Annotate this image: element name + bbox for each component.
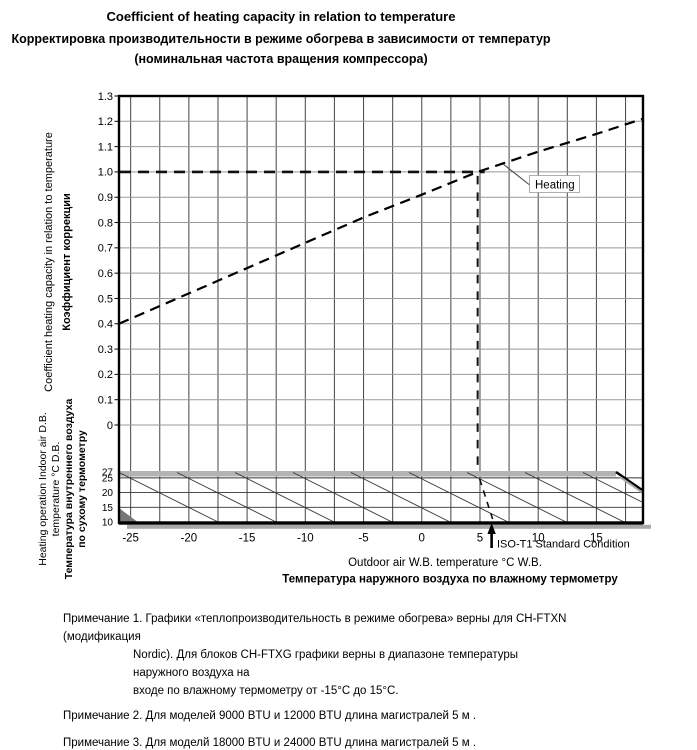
x-tick-label: -20	[181, 533, 198, 545]
y-tick-label: 0.8	[98, 217, 113, 229]
x-tick-label: 10	[532, 533, 545, 545]
band-hatch-line	[524, 472, 626, 523]
band-axis-label-line1: Heating operation Indoor air D.B.	[37, 412, 49, 566]
heating-curve	[118, 117, 644, 325]
tick-labels-layer: 1.3 1.2 1.1 1.0 0.9 0.8 0.7 0.6 0.5 0.4 0.3 0.2 0.1 0…	[98, 91, 603, 545]
iso-t1-arrow-head	[487, 523, 496, 534]
x-axis-label-ru: Температура наружного воздуха по влажном…	[282, 574, 618, 586]
x-tick-label: 0	[419, 533, 425, 545]
x-axis-label-en: Outdoor air W.B. temperature °C W.B.	[348, 557, 542, 569]
band-axis-label-line2: temperature °C D.B.	[50, 442, 62, 537]
y-tick-label: 0	[107, 420, 113, 432]
x-tick-label: 15	[590, 533, 603, 545]
plot-border-layer	[117, 94, 645, 525]
heating-callout: Heating	[502, 163, 580, 193]
iso-t1-arrow-stem	[490, 532, 493, 548]
band-tick-label: 15	[102, 503, 114, 514]
note-1-line-2: Nordic). Для блоков CH-FTXG графики верн…	[133, 649, 519, 679]
band-hatch-line	[582, 472, 643, 503]
band-right-bevel-shadow	[619, 476, 644, 494]
band-hatch-line	[176, 472, 278, 523]
band-tick-label: 20	[102, 488, 114, 499]
band-bottom-shadow	[127, 524, 651, 529]
y-tick-label: 1.1	[98, 141, 113, 153]
chart-subtitle-note: (номинальная частота вращения компрессор…	[134, 52, 428, 66]
note-1-line-1: Примечание 1. Графики «теплопроизводител…	[63, 613, 567, 643]
title-block: Coefficient of heating capacity in relat…	[0, 9, 562, 67]
x-tick-label: -5	[358, 533, 368, 545]
band-tick-label: 25	[102, 473, 114, 484]
band-axis-label-line3: Температура внутреннего воздуха	[63, 399, 75, 580]
heating-callout-leader	[502, 163, 532, 187]
y-tick-label: 0.9	[98, 192, 113, 204]
band-hatch-line	[292, 472, 394, 523]
note-2: Примечание 2. Для моделей 9000 BTU и 120…	[63, 710, 477, 722]
y-tick-label: 0.2	[98, 369, 113, 381]
indoor-temp-band-layer	[118, 470, 651, 529]
grid-layer	[119, 96, 643, 522]
y-tick-label: 1.2	[98, 116, 113, 128]
y-tick-label: 0.6	[98, 268, 113, 280]
band-hatch-line	[408, 472, 510, 523]
y-tick-label: 0.1	[98, 394, 113, 406]
x-tick-label: -15	[239, 533, 256, 545]
y-tick-label: 0.7	[98, 243, 113, 255]
band-hatch-line	[234, 472, 336, 523]
x-tick-label: -25	[122, 533, 139, 545]
band-axis-label-line4: по сухому термометру	[76, 430, 88, 548]
heating-callout-box	[529, 175, 580, 193]
y-tick-label: 0.3	[98, 344, 113, 356]
x-tick-label: 5	[477, 533, 483, 545]
band-top-gray-bar	[119, 471, 616, 477]
x-tick-label: -10	[297, 533, 314, 545]
band-tick-label: 27	[102, 468, 114, 479]
note-3: Примечание 3. Для моделй 18000 BTU и 240…	[63, 737, 477, 749]
band-corner-wedge	[119, 508, 137, 522]
band-tick-label: 10	[102, 518, 114, 529]
note-1-line-3: входе по влажному термометру от -15°C до…	[133, 685, 399, 697]
iso-t1-label: ISO-T1 Standard Condition	[497, 539, 630, 551]
y-tick-label: 0.5	[98, 293, 113, 305]
y-axis-label-en: Coefficient heating capacity in relation…	[43, 132, 55, 392]
notes-block: Примечание 1. Графики «теплопроизводител…	[63, 610, 573, 750]
y-tick-label: 1.0	[98, 167, 113, 179]
band-right-bevel	[615, 470, 643, 492]
reference-lines-layer	[120, 170, 496, 548]
band-hatch-line	[350, 472, 452, 523]
heating-curve-label: Heating	[535, 180, 575, 192]
y-tick-label: 1.3	[98, 91, 113, 103]
y-axis-label-ru: Коэффициент коррекции	[61, 193, 73, 331]
chart-title: Coefficient of heating capacity in relat…	[106, 9, 456, 24]
y-tick-label: 0.4	[98, 319, 113, 331]
plot-frame	[117, 94, 645, 525]
heating-curve-layer	[118, 117, 644, 325]
chart-subtitle-ru: Корректировка производительности в режим…	[11, 32, 551, 46]
band-hatch-line	[118, 472, 220, 523]
band-hatch-line	[466, 472, 568, 523]
